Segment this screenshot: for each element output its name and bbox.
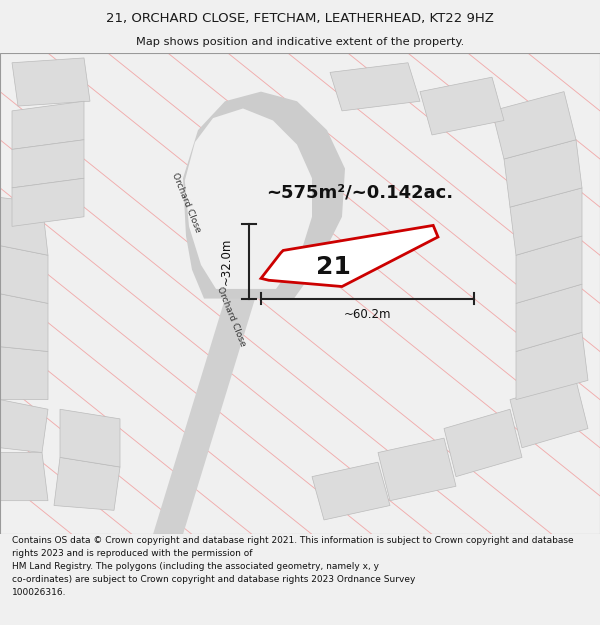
Polygon shape <box>12 178 84 226</box>
Polygon shape <box>504 140 582 207</box>
Polygon shape <box>516 236 582 303</box>
Polygon shape <box>0 198 48 255</box>
Polygon shape <box>185 109 312 289</box>
Polygon shape <box>0 246 48 303</box>
Text: 21: 21 <box>316 255 350 279</box>
Polygon shape <box>510 381 588 448</box>
Polygon shape <box>12 101 84 149</box>
Polygon shape <box>510 188 582 255</box>
Text: ~32.0m: ~32.0m <box>220 238 233 285</box>
Text: Map shows position and indicative extent of the property.: Map shows position and indicative extent… <box>136 38 464 47</box>
Polygon shape <box>420 77 504 135</box>
Polygon shape <box>54 458 120 510</box>
Text: 21, ORCHARD CLOSE, FETCHAM, LEATHERHEAD, KT22 9HZ: 21, ORCHARD CLOSE, FETCHAM, LEATHERHEAD,… <box>106 12 494 24</box>
Polygon shape <box>444 409 522 477</box>
Polygon shape <box>516 332 588 399</box>
Text: ~60.2m: ~60.2m <box>343 308 391 321</box>
Polygon shape <box>492 92 576 159</box>
Polygon shape <box>0 347 48 399</box>
Polygon shape <box>330 62 420 111</box>
Polygon shape <box>312 462 390 520</box>
Polygon shape <box>261 226 438 286</box>
Polygon shape <box>12 58 90 106</box>
Polygon shape <box>183 92 345 299</box>
Text: Contains OS data © Crown copyright and database right 2021. This information is : Contains OS data © Crown copyright and d… <box>12 536 574 597</box>
Text: Orchard Close: Orchard Close <box>170 171 202 234</box>
Polygon shape <box>516 284 582 351</box>
Polygon shape <box>378 438 456 501</box>
Polygon shape <box>0 399 48 452</box>
Polygon shape <box>60 409 120 467</box>
Polygon shape <box>12 140 84 188</box>
Polygon shape <box>153 289 258 534</box>
Polygon shape <box>0 452 48 501</box>
Polygon shape <box>0 294 48 351</box>
Text: Orchard Close: Orchard Close <box>215 286 247 348</box>
Text: ~575m²/~0.142ac.: ~575m²/~0.142ac. <box>266 184 454 202</box>
